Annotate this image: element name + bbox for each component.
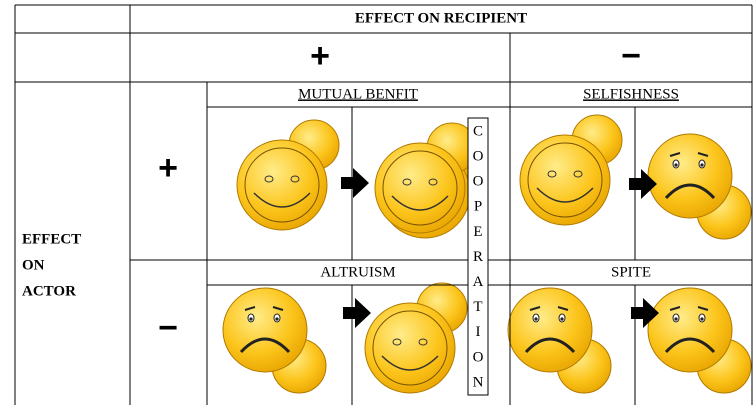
cooperation-letter: E [473,224,482,240]
quadrant-label: SELFISHNESS [583,86,679,102]
cooperation-letter: O [473,349,484,365]
recipient-minus: − [621,37,641,75]
recipient-title: EFFECT ON RECIPIENT [355,10,527,26]
arrow [341,168,369,198]
actor-title: ON [22,257,45,273]
happy-face [364,282,468,394]
happy-face [236,119,340,231]
actor-minus: − [158,309,178,347]
quadrant-label: SPITE [611,264,651,280]
cooperation-box [467,117,489,396]
sad-face [506,286,613,395]
recipient-plus: + [310,37,330,75]
cooperation-letter: A [473,274,484,290]
actor-plus: + [158,149,178,187]
cooperation-letter: C [473,123,483,139]
happy-face [519,114,623,226]
quadrant-label: MUTUAL BENFIT [298,86,418,102]
cooperation-letter: I [476,324,481,340]
cooperation-letter: P [474,199,482,215]
sad-face [646,132,753,241]
cooperation-letter: T [473,299,482,315]
quadrant-label: ALTRUISM [320,264,395,280]
sad-face [221,286,328,395]
cooperation-letter: O [473,149,484,165]
cooperation-letter: N [473,374,484,390]
cooperation-letter: O [473,174,484,190]
sad-face [646,286,753,395]
actor-title: EFFECT [22,231,81,247]
cooperation-letter: R [473,249,483,265]
arrow [343,298,371,328]
actor-title: ACTOR [22,283,76,299]
